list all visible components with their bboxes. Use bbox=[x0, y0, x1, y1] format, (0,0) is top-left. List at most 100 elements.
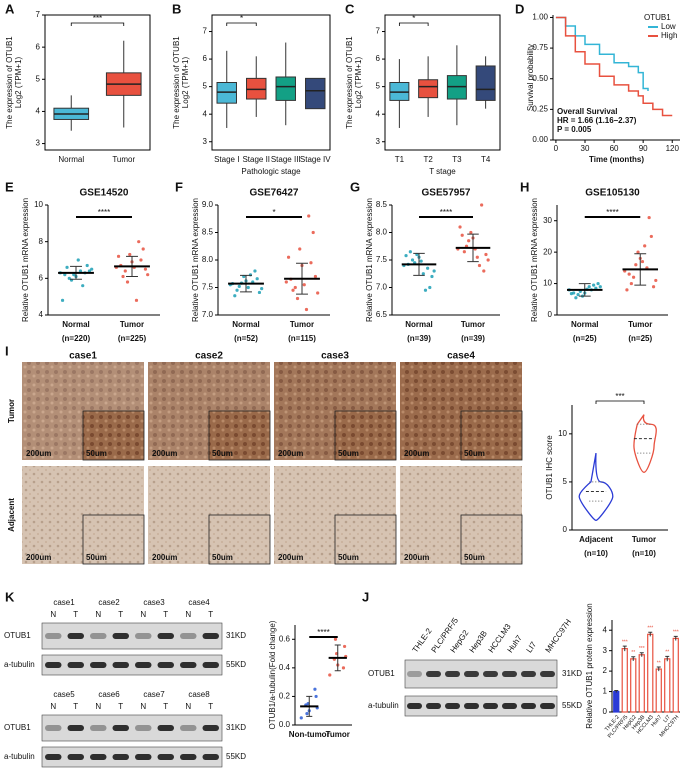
y-axis-label: Relative OTUB1 mRNA expression bbox=[191, 198, 200, 322]
blot-band bbox=[45, 725, 62, 731]
box bbox=[475, 65, 496, 101]
data-point bbox=[311, 230, 315, 235]
case-label: case2 bbox=[98, 598, 120, 607]
data-point bbox=[65, 265, 69, 269]
n-label: (n=10) bbox=[584, 549, 608, 558]
box bbox=[275, 76, 296, 101]
case-label: case1 bbox=[69, 351, 97, 362]
lane-label: N bbox=[140, 610, 146, 619]
x-tick-label: 60 bbox=[610, 144, 619, 153]
case-label: case3 bbox=[321, 351, 349, 362]
data-point bbox=[631, 275, 636, 279]
error-bar bbox=[614, 690, 619, 693]
significance-label: *** bbox=[673, 630, 679, 636]
panel-letter: I bbox=[5, 343, 9, 358]
data-point bbox=[428, 285, 432, 290]
y-tick-label: 3 bbox=[376, 137, 381, 146]
y-axis-label: The expression of OTUB1 bbox=[345, 36, 354, 129]
data-point bbox=[253, 269, 257, 273]
data-point bbox=[469, 230, 473, 235]
data-point bbox=[235, 288, 239, 292]
error-bar bbox=[639, 652, 644, 657]
y-tick-label: 30 bbox=[543, 216, 552, 225]
case-label: case4 bbox=[188, 598, 210, 607]
bar bbox=[638, 654, 645, 713]
data-point bbox=[482, 269, 486, 273]
blot-band bbox=[502, 671, 517, 677]
row-label: Tumor bbox=[7, 399, 16, 423]
scale-label: 50um bbox=[338, 553, 359, 562]
y-tick-label: 5 bbox=[376, 82, 381, 91]
y-tick-label: 7.0 bbox=[376, 283, 388, 292]
x-tick-label: Normal bbox=[405, 320, 433, 329]
protein-label: a-tubulin bbox=[368, 701, 399, 710]
protein-label: OTUB1 bbox=[4, 723, 31, 732]
x-tick-label: T1 bbox=[395, 155, 405, 164]
bar bbox=[647, 633, 654, 713]
data-point bbox=[139, 258, 143, 262]
data-point bbox=[81, 284, 85, 288]
significance-label: * bbox=[272, 208, 275, 217]
box bbox=[305, 77, 326, 110]
blot-band bbox=[521, 671, 536, 677]
lane-label: N bbox=[185, 702, 191, 711]
data-point bbox=[313, 274, 318, 279]
data-point bbox=[121, 274, 125, 279]
blot-band bbox=[135, 754, 152, 760]
data-point bbox=[90, 267, 94, 271]
n-label: (n=52) bbox=[234, 334, 258, 343]
x-tick-label: Tumor bbox=[628, 320, 652, 329]
y-tick-label: 8.5 bbox=[376, 200, 388, 209]
y-tick-label: 1 bbox=[603, 687, 608, 696]
x-tick-label: 90 bbox=[639, 144, 648, 153]
bar bbox=[621, 648, 628, 713]
panel-letter: B bbox=[172, 1, 181, 16]
data-point bbox=[484, 252, 488, 257]
data-point bbox=[293, 285, 297, 290]
data-point bbox=[643, 244, 647, 248]
cell-label: LI7 bbox=[524, 640, 538, 655]
y-tick-label: 0 bbox=[603, 707, 608, 716]
size-label: 55KD bbox=[226, 660, 246, 669]
blot-band bbox=[67, 725, 84, 731]
data-point bbox=[432, 269, 436, 273]
n-label: (n=39) bbox=[407, 334, 431, 343]
data-point bbox=[430, 274, 434, 279]
y-axis-label: Survival probability bbox=[526, 44, 535, 111]
case-label: case7 bbox=[143, 690, 165, 699]
data-point bbox=[76, 258, 80, 262]
blot-strip bbox=[41, 746, 223, 768]
data-point bbox=[146, 273, 150, 277]
lane-label: N bbox=[185, 610, 191, 619]
scale-label: 50um bbox=[86, 449, 107, 458]
y-tick-label: 0 bbox=[563, 525, 568, 534]
panel-letter: K bbox=[5, 589, 15, 604]
y-tick-label: 4 bbox=[376, 109, 381, 118]
y-tick-label: 0.0 bbox=[279, 720, 291, 729]
lane-label: T bbox=[118, 610, 123, 619]
significance-label: **** bbox=[440, 208, 452, 217]
y-tick-label: 5 bbox=[563, 477, 568, 486]
size-label: 31KD bbox=[226, 723, 246, 732]
y-tick-label: 1.00 bbox=[532, 13, 548, 22]
y-tick-label: 10 bbox=[558, 429, 567, 438]
x-tick-label: Normal bbox=[58, 155, 84, 164]
data-point bbox=[246, 285, 250, 290]
data-point bbox=[78, 269, 83, 273]
blot-band bbox=[45, 662, 62, 668]
error-bar bbox=[656, 666, 661, 672]
case-label: case2 bbox=[195, 351, 223, 362]
x-axis-label: Time (months) bbox=[589, 155, 644, 164]
panel-letter: J bbox=[362, 589, 369, 604]
significance-label: ** bbox=[631, 650, 635, 656]
legend-label: Low bbox=[661, 22, 676, 31]
y-tick-label: 3 bbox=[36, 139, 41, 148]
blot-band bbox=[157, 725, 174, 731]
blot-band bbox=[407, 703, 422, 709]
y-tick-label: 8.0 bbox=[376, 228, 388, 237]
data-point bbox=[421, 272, 425, 276]
data-point bbox=[141, 247, 145, 251]
blot-band bbox=[90, 725, 107, 731]
x-tick-label: Tumor bbox=[632, 535, 656, 544]
blot-band bbox=[521, 703, 536, 709]
